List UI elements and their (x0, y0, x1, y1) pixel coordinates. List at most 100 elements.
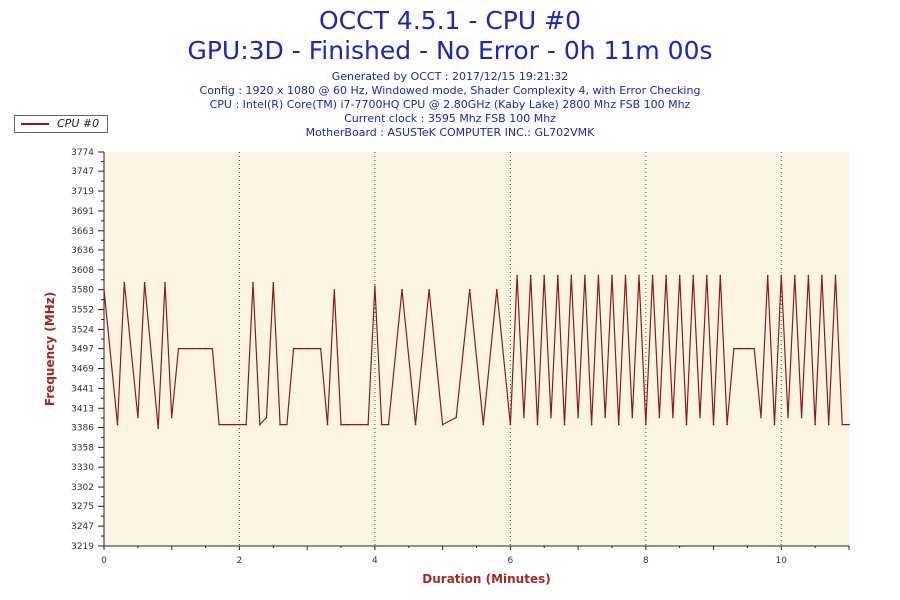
y-axis-label: Frequency (MHz) (43, 292, 57, 406)
data-point (604, 416, 606, 419)
data-point (245, 423, 248, 426)
legend-swatch (21, 123, 49, 125)
data-point (211, 347, 214, 350)
data-point (116, 423, 119, 426)
data-point (672, 416, 674, 419)
data-point (529, 274, 532, 277)
data-point (726, 423, 728, 426)
y-tick-label: 3497 (71, 345, 94, 355)
legend: CPU #0 (14, 115, 108, 133)
data-point (414, 423, 417, 426)
data-point (577, 416, 579, 419)
data-point (299, 347, 302, 350)
data-point (279, 423, 281, 426)
data-point (164, 281, 166, 284)
chart-title: OCCT 4.5.1 - CPU #0 (319, 6, 581, 35)
data-point (170, 416, 173, 419)
data-point (766, 274, 769, 277)
data-point (380, 423, 383, 426)
data-point (821, 274, 823, 277)
data-point (326, 423, 329, 426)
data-point (103, 288, 105, 291)
y-tick-label: 3663 (71, 227, 94, 237)
legend-label: CPU #0 (57, 117, 100, 130)
data-point (340, 423, 342, 426)
data-point (794, 274, 796, 277)
y-tick-label: 3747 (71, 167, 94, 177)
data-point (123, 281, 126, 284)
y-tick-label: 3358 (71, 443, 94, 453)
data-point (387, 423, 390, 426)
data-point (597, 274, 600, 277)
data-point (685, 423, 688, 426)
y-tick-label: 3330 (71, 463, 94, 473)
y-tick-label: 3636 (71, 246, 94, 256)
data-point (258, 423, 261, 426)
data-point (177, 347, 180, 350)
data-point (204, 347, 207, 350)
data-point (516, 274, 518, 277)
data-point (143, 281, 146, 284)
data-point (665, 274, 667, 277)
data-point (191, 347, 193, 350)
data-point (807, 274, 810, 277)
data-point (543, 274, 546, 277)
data-point (306, 347, 308, 350)
data-point (814, 423, 816, 426)
y-tick-label: 3608 (71, 266, 94, 276)
data-point (137, 416, 139, 419)
y-tick-label: 3691 (71, 207, 94, 217)
y-tick-label: 3774 (71, 148, 94, 158)
y-tick-label: 3580 (71, 286, 94, 296)
data-point (848, 423, 850, 426)
data-point (617, 423, 620, 426)
y-tick-label: 3275 (71, 502, 94, 512)
data-point (753, 347, 755, 350)
data-point (509, 423, 512, 426)
data-point (841, 423, 844, 426)
motherboard-info: MotherBoard : ASUSTeK COMPUTER INC.: GL7… (305, 126, 595, 139)
data-point (692, 274, 695, 277)
x-tick-label: 10 (776, 556, 788, 566)
data-point (556, 274, 559, 277)
data-point (570, 274, 573, 277)
clock-info: Current clock : 3595 Mhz FSB 100 Mhz (344, 112, 556, 125)
data-point (584, 274, 586, 277)
data-point (218, 423, 220, 426)
data-point (773, 423, 776, 426)
data-point (719, 274, 722, 277)
data-point (712, 423, 715, 426)
y-tick-label: 3524 (71, 325, 94, 335)
data-point (780, 274, 783, 277)
y-tick-label: 3441 (71, 384, 94, 394)
data-point (496, 288, 498, 291)
data-point (428, 288, 430, 291)
data-point (658, 416, 661, 419)
data-point (292, 347, 295, 350)
data-point (550, 416, 552, 419)
data-point (157, 427, 159, 429)
x-tick-label: 2 (237, 556, 243, 566)
data-point (827, 423, 830, 426)
cpu-info: CPU : Intel(R) Core(TM) i7-7700HQ CPU @ … (209, 98, 691, 111)
data-point (733, 347, 735, 350)
y-tick-label: 3719 (71, 187, 94, 197)
data-point (746, 347, 749, 350)
data-point (760, 416, 762, 419)
data-point (360, 423, 363, 426)
data-point (739, 347, 742, 350)
y-tick-label: 3386 (71, 423, 94, 433)
x-tick-label: 6 (507, 556, 513, 566)
data-point (482, 423, 485, 426)
data-point (252, 281, 254, 284)
data-point (651, 274, 654, 277)
data-point (225, 423, 227, 426)
y-tick-label: 3552 (71, 306, 94, 316)
data-point (265, 416, 268, 419)
y-tick-label: 3219 (71, 542, 94, 552)
x-tick-label: 0 (101, 556, 107, 566)
data-point (631, 416, 634, 419)
data-point (319, 347, 322, 350)
y-tick-label: 3413 (71, 404, 94, 414)
